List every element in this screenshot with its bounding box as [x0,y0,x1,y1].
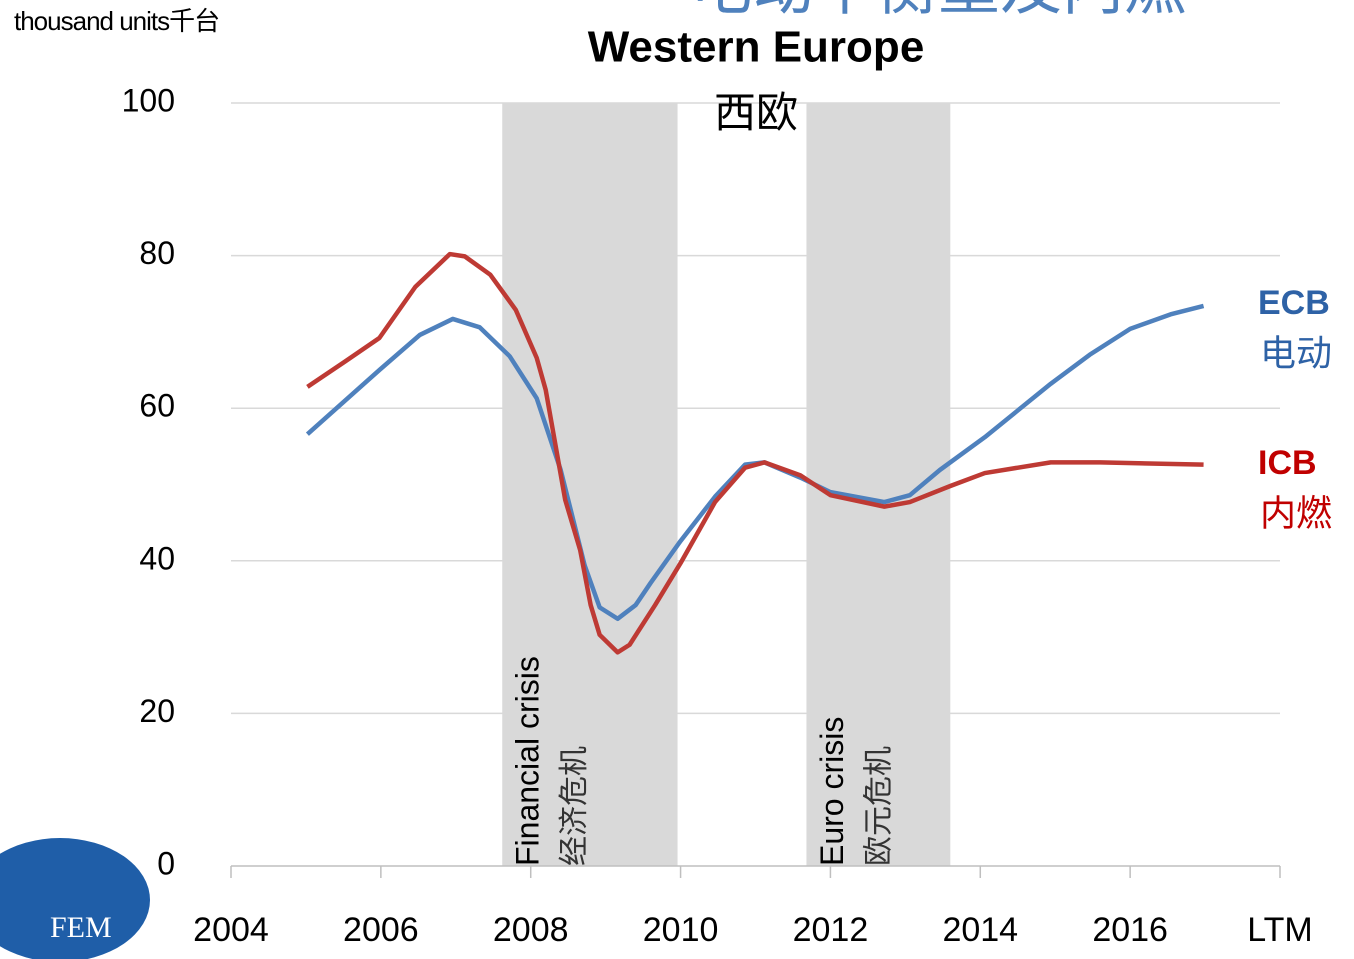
y-tick-label: 40 [139,540,175,576]
y-tick-label: 100 [122,82,175,118]
header: 电动平衡重及内燃 [690,0,1186,22]
chart-subtitle: 西欧 [714,89,798,136]
x-tick-label: 2006 [343,911,419,949]
y-tick-label: 60 [139,388,175,424]
x-tick-label: 2008 [493,911,569,949]
logo-globe [0,838,150,959]
x-tick-label: 2012 [793,911,869,949]
chart-title: Western Europe [588,23,925,72]
y-tick-label: 20 [139,693,175,729]
x-tick-label: 2004 [193,911,269,949]
band-label: Euro crisis [814,717,850,866]
band-label-zh: 经济危机 [558,746,591,866]
series-name-zh: 内燃 [1260,493,1332,534]
x-tick-label: 2014 [942,911,1018,949]
y-axis-label: thousand units千台 [14,6,220,36]
band-label: Financial crisis [510,656,546,866]
x-tick-label: 2010 [643,911,719,949]
crisis-band [806,103,951,866]
band-label-zh: 欧元危机 [862,746,895,866]
series-line [305,303,1205,622]
series-line [306,251,1204,655]
y-label-box: thousand units千台 [14,6,220,36]
logo: FEM [0,838,150,959]
series-name: ICB [1258,444,1317,482]
series-name-zh: 电动 [1260,333,1332,374]
x-tick-label: 2016 [1092,911,1168,949]
x-tick-label: LTM [1247,911,1312,949]
series-name: ECB [1258,284,1330,322]
logo-text: FEM [50,911,112,944]
y-tick-label: 0 [157,845,175,881]
crisis-band [502,103,678,866]
y-tick-label: 80 [139,235,175,271]
